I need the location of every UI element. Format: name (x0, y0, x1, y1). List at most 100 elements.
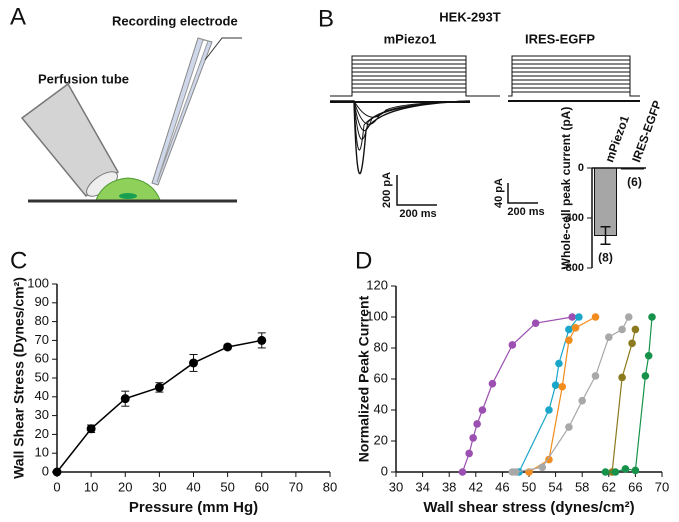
point (551, 381, 560, 390)
x-tick-label: 62 (602, 479, 616, 494)
perfusion-label: Perfusion tube (38, 71, 129, 86)
x-tick-label: 60 (255, 479, 269, 494)
cell (95, 177, 161, 201)
point (648, 313, 656, 321)
x-tick-label: 58 (575, 479, 589, 494)
y-tick-label: 30 (35, 407, 49, 422)
point (601, 468, 610, 476)
scale-label: 200 ms (399, 208, 436, 220)
point (644, 351, 653, 360)
bar (594, 167, 617, 236)
x-axis-label: Wall shear stress (dynes/cm²) (423, 499, 634, 516)
point (565, 325, 573, 334)
x-tick-label: 0 (53, 479, 60, 494)
y-tick-label: 0 (578, 162, 584, 174)
fit-line (461, 316, 573, 473)
nucleus (119, 193, 137, 199)
x-tick-label: 80 (323, 479, 337, 494)
y-tick-label: 40 (35, 388, 49, 403)
trace-title: mPiezo1 (384, 31, 437, 46)
x-tick-label: 50 (522, 479, 536, 494)
point (555, 359, 563, 368)
x-tick-label: 46 (495, 479, 509, 494)
n-label: (6) (627, 175, 642, 189)
point (571, 324, 580, 332)
y-tick-label: 40 (374, 401, 388, 416)
trace-title: IRES-EGFP (525, 31, 595, 46)
y-tick-label: 50 (35, 369, 49, 384)
fit-line (605, 316, 653, 473)
x-tick-label: 66 (628, 479, 642, 494)
point (511, 468, 520, 476)
y-tick-label: 0 (381, 463, 388, 478)
point (641, 372, 650, 380)
category-label: IRES-EGFP (629, 99, 664, 165)
point (628, 339, 636, 348)
y-tick-label: -800 (562, 262, 584, 274)
pointer (204, 37, 242, 61)
x-tick-label: 30 (389, 479, 403, 494)
y-tick-label: 70 (35, 332, 49, 347)
point (545, 406, 553, 414)
panel-label: B (318, 5, 334, 32)
cell-line: HEK-293T (439, 9, 500, 24)
point (631, 466, 640, 475)
x-axis-label: Pressure (mm Hg) (129, 499, 258, 516)
point (538, 463, 547, 472)
point (591, 313, 600, 321)
y-axis-label: Wall Shear Stress (Dynes/cm²) (11, 277, 27, 479)
x-tick-label: 42 (469, 479, 483, 494)
point (458, 468, 467, 476)
voltage-steps (330, 55, 640, 97)
point (465, 449, 473, 458)
y-axis-label: Normalized Peak Current (356, 295, 372, 462)
point (52, 467, 62, 477)
x-tick-label: 50 (220, 479, 234, 494)
y-tick-label: 80 (35, 313, 49, 328)
point (558, 382, 567, 391)
n-label: (8) (598, 250, 613, 264)
point (473, 420, 481, 428)
y-tick-label: -400 (562, 212, 584, 224)
y-tick-label: 60 (374, 370, 388, 385)
electrode-inner (156, 39, 209, 183)
scale-bars (396, 175, 538, 206)
point (578, 396, 586, 405)
scale-label: 200 pA (381, 172, 393, 208)
line (56, 339, 262, 473)
point (120, 394, 130, 404)
point (488, 379, 497, 388)
y-tick-label: 60 (35, 351, 49, 366)
y-axis-label: Whole-cell peak current (pA) (559, 107, 573, 270)
point (568, 313, 577, 321)
x-tick-label: 70 (655, 479, 669, 494)
category-label: mPiezo1 (602, 113, 632, 164)
y-tick-label: 90 (35, 294, 49, 309)
x-tick-label: 38 (442, 479, 456, 494)
x-tick-label: 54 (548, 479, 562, 494)
panel-label: D (355, 247, 372, 274)
point (591, 372, 600, 380)
point (631, 325, 640, 334)
point (531, 319, 540, 328)
fit-line (611, 329, 636, 473)
point (565, 336, 573, 345)
x-tick-label: 30 (152, 479, 166, 494)
y-tick-label: 10 (35, 445, 49, 460)
x-tick-label: 10 (84, 479, 98, 494)
perfusion-tube (20, 82, 119, 198)
scale-label: 40 pA (493, 178, 505, 208)
y-tick-label: 20 (374, 432, 388, 447)
x-tick-label: 34 (415, 479, 429, 494)
point (508, 341, 517, 349)
setup-diagram (20, 37, 242, 203)
x-tick-label: 40 (186, 479, 200, 494)
point (189, 358, 198, 368)
point (621, 465, 630, 473)
point (618, 325, 626, 334)
y-tick-label: 120 (366, 277, 388, 292)
y-tick-label: 0 (42, 463, 49, 478)
y-tick-label: 100 (366, 308, 388, 323)
y-tick-label: 100 (27, 275, 49, 290)
